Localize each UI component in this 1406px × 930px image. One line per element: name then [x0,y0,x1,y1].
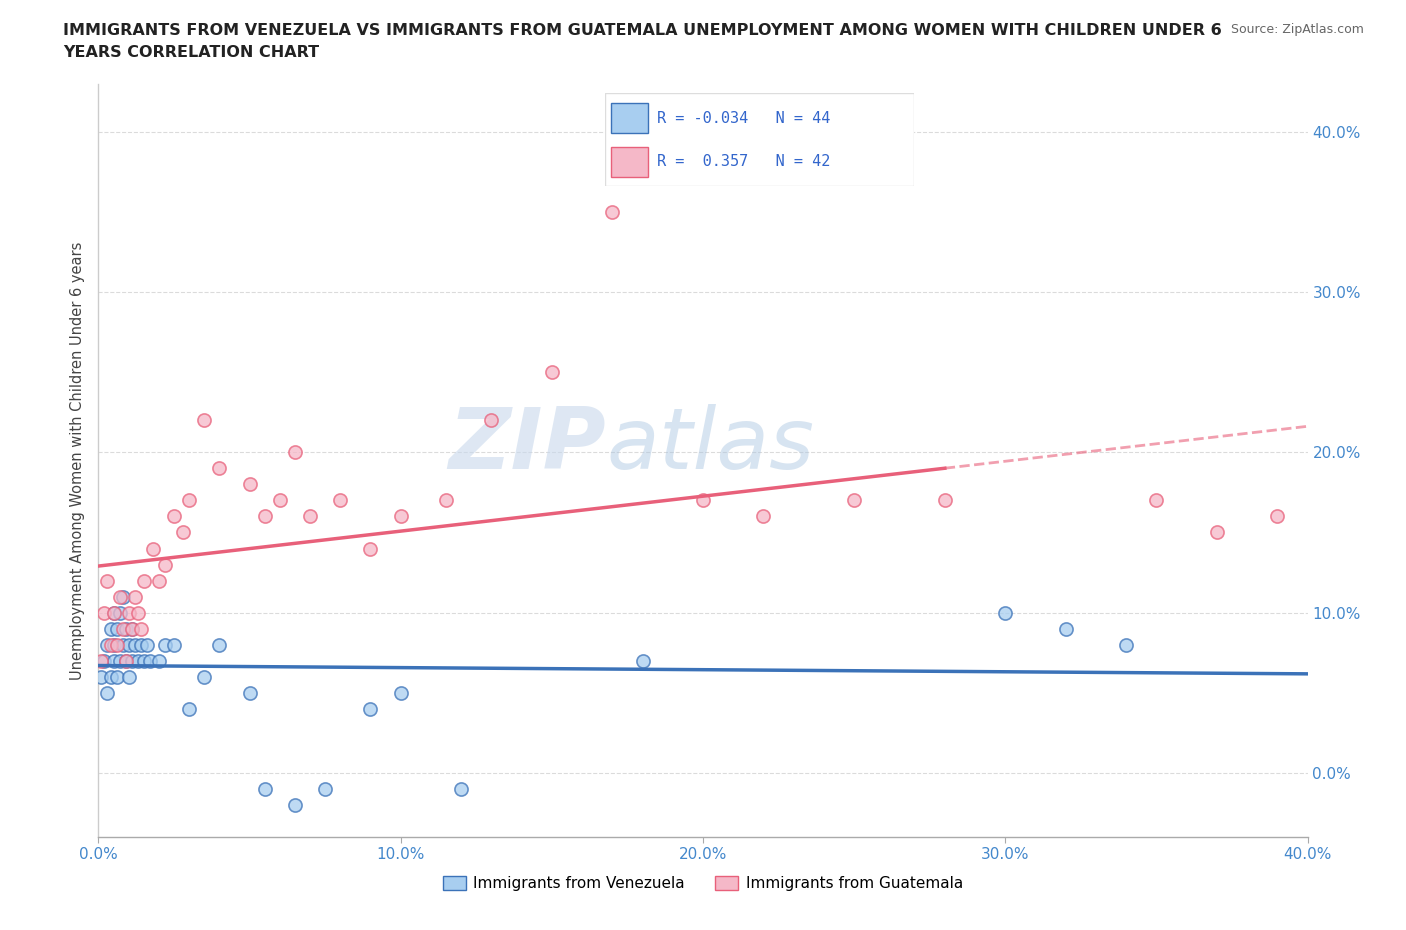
Point [253,509,276,524]
Point [1267,509,1289,524]
Point [108,589,131,604]
Point [114,621,136,636]
Bar [610,103,648,133]
Point [111,637,134,652]
Point [118,605,141,620]
Text: YEARS CORRELATION CHART: YEARS CORRELATION CHART [63,45,319,60]
Point [127,653,149,668]
Text: IMMIGRANTS FROM VENEZUELA VS IMMIGRANTS FROM GUATEMALA UNEMPLOYMENT AMONG WOMEN : IMMIGRANTS FROM VENEZUELA VS IMMIGRANTS … [63,23,1222,38]
Point [1115,637,1137,652]
Point [121,653,143,668]
Point [129,621,152,636]
Point [844,493,866,508]
Point [193,670,215,684]
Point [284,445,307,459]
Point [253,781,276,796]
Y-axis label: Unemployment Among Women with Children Under 6 years: Unemployment Among Women with Children U… [70,241,86,680]
Point [129,637,152,652]
Text: ZIP: ZIP [449,404,606,486]
Point [153,557,176,572]
Point [208,461,231,476]
Point [114,653,136,668]
Point [111,621,134,636]
Point [103,653,125,668]
Point [121,621,143,636]
Point [631,653,654,668]
Point [193,413,215,428]
Point [434,493,457,508]
Point [124,637,146,652]
Point [239,685,262,700]
Point [153,637,176,652]
Point [360,541,382,556]
Point [100,670,122,684]
Point [111,589,134,604]
Point [148,573,170,588]
Point [114,653,136,668]
Text: R = -0.034   N = 44: R = -0.034 N = 44 [657,111,831,126]
Point [1206,525,1229,540]
Point [139,653,162,668]
Point [127,605,149,620]
Point [389,509,412,524]
Point [118,637,141,652]
Point [100,637,122,652]
Point [142,541,165,556]
Point [103,637,125,652]
Point [269,493,291,508]
Point [96,685,118,700]
Point [314,781,336,796]
Point [105,621,128,636]
Point [105,637,128,652]
Point [389,685,412,700]
Point [121,621,143,636]
Point [179,493,201,508]
Point [208,637,231,652]
Point [135,637,157,652]
Point [752,509,775,524]
Point [103,605,125,620]
Point [93,605,115,620]
Point [96,637,118,652]
Point [105,670,128,684]
Point [172,525,194,540]
Point [90,653,112,668]
Point [329,493,352,508]
Point [934,493,956,508]
Point [118,670,141,684]
Point [1054,621,1077,636]
Legend: Immigrants from Venezuela, Immigrants from Guatemala: Immigrants from Venezuela, Immigrants fr… [437,870,969,897]
Point [284,798,307,813]
Point [163,509,186,524]
Point [239,477,262,492]
Point [692,493,714,508]
Point [124,589,146,604]
Point [450,781,472,796]
Point [179,701,201,716]
Point [103,605,125,620]
Point [540,365,562,379]
Point [148,653,170,668]
Point [163,637,186,652]
Point [132,653,155,668]
Point [100,621,122,636]
Text: Source: ZipAtlas.com: Source: ZipAtlas.com [1230,23,1364,36]
FancyBboxPatch shape [605,93,914,186]
Point [96,573,118,588]
Point [108,653,131,668]
Bar [610,147,648,177]
Point [994,605,1017,620]
Point [602,205,624,219]
Point [360,701,382,716]
Point [1144,493,1167,508]
Point [132,573,155,588]
Point [90,670,112,684]
Point [481,413,503,428]
Text: R =  0.357   N = 42: R = 0.357 N = 42 [657,154,831,169]
Point [93,653,115,668]
Point [108,605,131,620]
Text: atlas: atlas [606,404,814,486]
Point [299,509,322,524]
